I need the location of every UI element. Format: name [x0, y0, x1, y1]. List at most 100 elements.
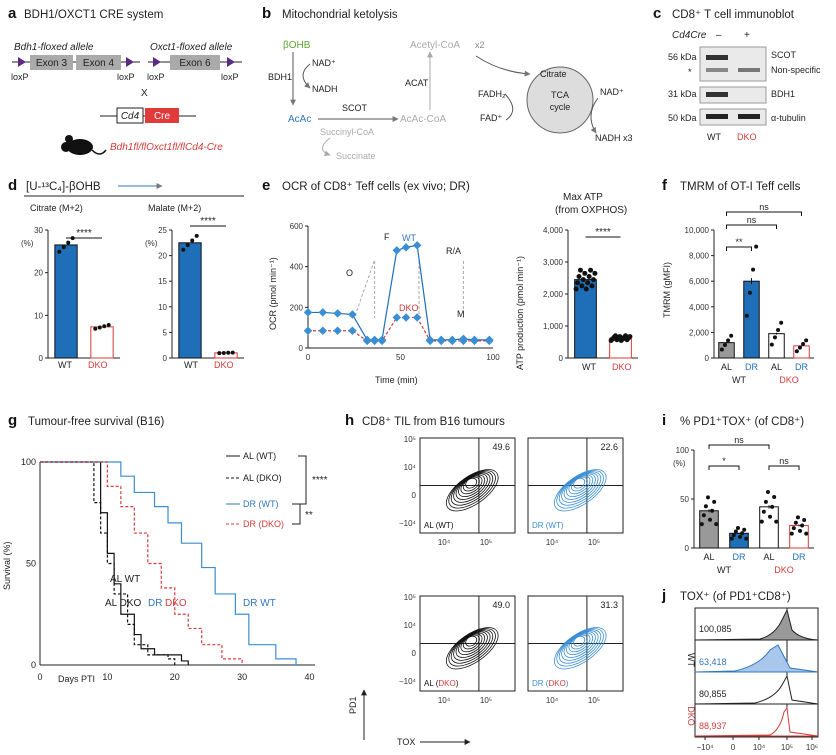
data-point — [333, 326, 342, 335]
data-point — [470, 336, 479, 346]
data-point — [586, 273, 592, 279]
exon4-box — [76, 55, 121, 70]
contour-line — [553, 627, 607, 670]
flow-y-tick: 10⁴ — [404, 463, 417, 472]
d-wt-2: WT — [184, 360, 198, 370]
y-tick-label: 0 — [705, 354, 710, 363]
flow-y-tick: 0 — [412, 649, 417, 658]
x-tick-label: 40 — [304, 672, 314, 682]
y-tick-label: 10,000 — [685, 226, 710, 235]
d-dko-2: DKO — [214, 360, 234, 370]
kda31-label: 31 kDa — [668, 89, 697, 99]
y-tick-label: 2,000 — [689, 328, 710, 337]
blot-tubulin — [699, 108, 767, 126]
y-tick-label: 0 — [299, 344, 304, 353]
minus-label: – — [716, 30, 722, 41]
data-point — [348, 310, 357, 319]
y-tick-label: 100 — [676, 446, 690, 455]
data-point — [708, 517, 713, 522]
sig-stars: **** — [595, 227, 611, 238]
plus-label: + — [744, 30, 750, 41]
sig-bracket — [708, 465, 740, 470]
flow-y-tick: −10⁴ — [399, 519, 417, 528]
data-point — [779, 320, 784, 325]
flow-y-tick: 0 — [412, 491, 417, 500]
citrate-chart: 0 10 20 30 **** — [34, 226, 120, 363]
data-point — [710, 508, 715, 513]
label-al-wt: AL WT — [110, 574, 140, 585]
data-point — [333, 309, 342, 318]
data-point — [181, 247, 186, 252]
quadrant-value: 49.0 — [492, 600, 510, 610]
label-dr-dko: DKO — [165, 598, 187, 609]
flow-y-tick: 10⁴ — [404, 621, 417, 630]
loxp-label-2: loxP — [117, 72, 135, 82]
sig-sig3: ns — [779, 456, 789, 466]
ocr-xlabel: Time (min) — [375, 375, 418, 385]
data-point — [582, 270, 588, 276]
y-tick-label: 15 — [158, 277, 167, 286]
y-tick-label: 5 — [163, 328, 168, 337]
d-pct-1: (%) — [21, 239, 34, 248]
contour-line — [462, 476, 480, 492]
survival-xlabel: Days PTI — [58, 674, 95, 684]
data-point — [705, 495, 710, 500]
data-point — [425, 336, 435, 346]
y-tick-label: 0 — [39, 354, 44, 363]
survival-dr-dko- — [40, 461, 243, 665]
data-point — [742, 527, 747, 532]
data-point — [412, 241, 422, 250]
data-point — [774, 519, 779, 524]
x-tick-label: 10⁴ — [753, 743, 766, 752]
survival-sig1: **** — [312, 475, 328, 486]
atp-ylabel: ATP production (pmol min⁻¹) — [515, 256, 525, 370]
contour-line — [450, 471, 494, 506]
x2-label: x2 — [475, 40, 485, 50]
d-pct-2: (%) — [145, 239, 158, 248]
cre-box — [145, 108, 179, 123]
data-point — [303, 308, 313, 317]
data-point — [802, 518, 807, 523]
flow-plot-label: AL (WT) — [424, 521, 454, 530]
x-tick-label: 10⁵ — [781, 743, 793, 752]
contour-line — [448, 470, 496, 509]
tubulin-band-label: α-tubulin — [771, 113, 806, 123]
data-point — [795, 515, 800, 520]
histogram-al-wt — [694, 608, 819, 641]
contour-line — [561, 630, 599, 661]
data-point — [794, 349, 799, 354]
malate-title: Malate (M+2) — [148, 203, 201, 213]
j-wt-label: WT — [686, 653, 696, 667]
contour-line — [460, 633, 483, 653]
data-point — [733, 529, 738, 534]
data-point — [791, 526, 796, 531]
panel-b: b Mitochondrial ketolysis βOHB BDH1 NAD⁺… — [262, 5, 633, 161]
histogram-dr-wt — [694, 644, 819, 673]
contour-line — [458, 474, 486, 498]
quadrant-value: 31.3 — [600, 600, 618, 610]
y-tick-label: 8,000 — [689, 252, 710, 261]
contour-line — [448, 628, 496, 667]
survival-al-wt- — [40, 461, 189, 665]
data-point — [804, 531, 809, 536]
quadrant-value: 49.6 — [492, 442, 510, 452]
data-point — [348, 326, 357, 335]
contour-line — [462, 634, 480, 650]
data-point — [303, 326, 313, 335]
data-point — [97, 325, 102, 330]
x-tick-label: 20 — [170, 672, 180, 682]
injection-f: F — [384, 232, 390, 242]
nad2-label: NAD⁺ — [600, 87, 624, 97]
data-point — [448, 336, 457, 346]
data-point — [575, 280, 581, 286]
maxatp-title-1: Max ATP — [563, 192, 603, 203]
data-point — [747, 290, 752, 295]
flow-plot-label: DR (WT) — [532, 521, 564, 530]
contour-line — [460, 475, 483, 495]
data-point — [217, 351, 222, 356]
sig-bracket — [726, 224, 777, 229]
data-point — [93, 326, 98, 331]
data-point — [576, 273, 582, 279]
panel-d-letter: d — [8, 177, 17, 194]
